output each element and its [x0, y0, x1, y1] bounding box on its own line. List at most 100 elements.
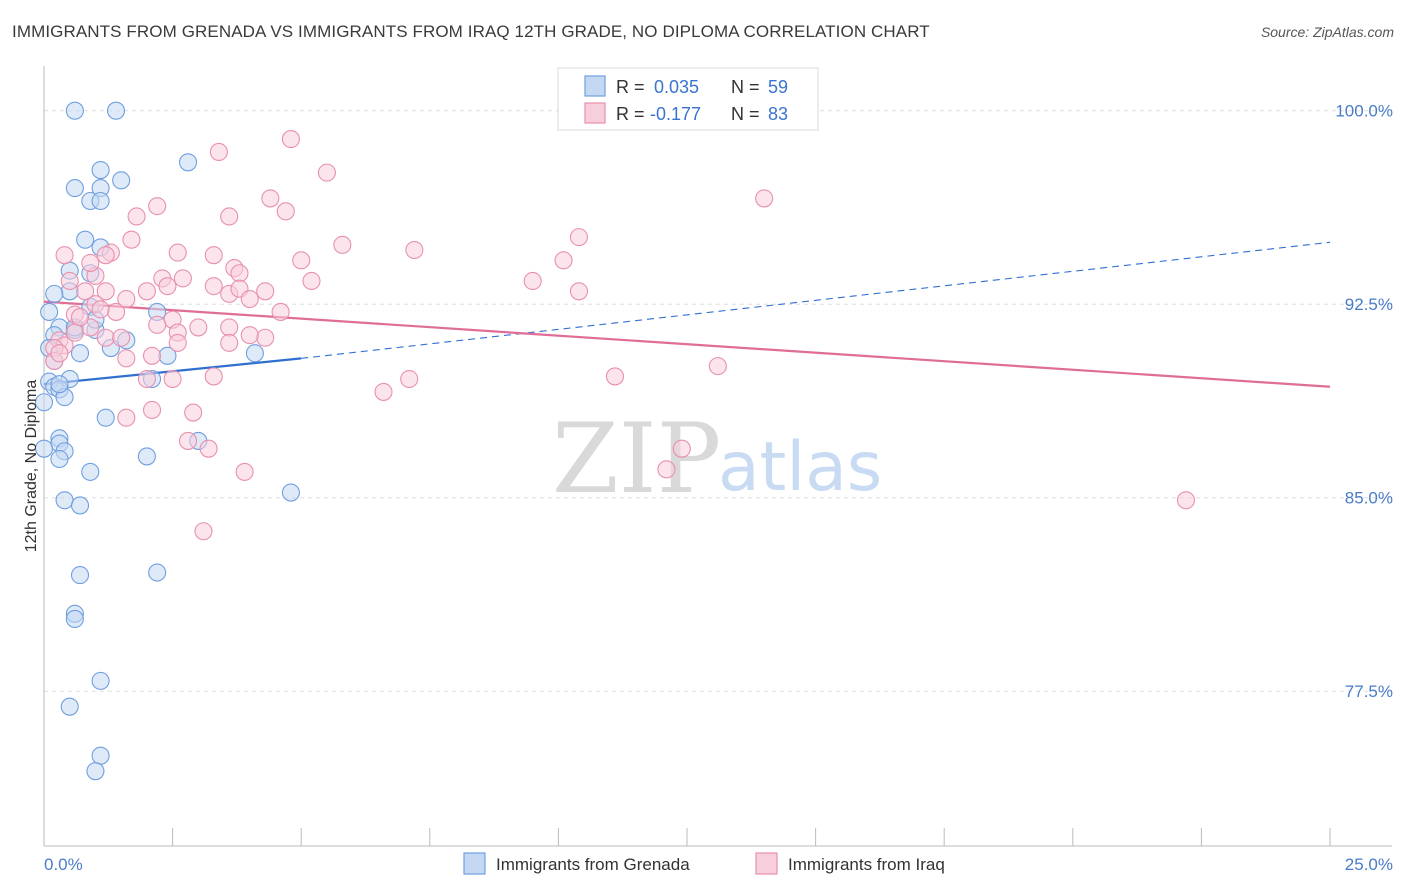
point-grenada — [91, 671, 110, 690]
point-grenada — [137, 447, 156, 466]
point-grenada — [70, 344, 90, 363]
point-grenada — [76, 230, 95, 249]
data-points — [34, 101, 1196, 781]
point-grenada — [40, 302, 59, 321]
y-tick-label: 100.0% — [1335, 102, 1393, 121]
legend-label-iraq: Immigrants from Iraq — [788, 855, 945, 874]
legend-swatch-iraq — [584, 102, 606, 124]
point-iraq — [657, 460, 676, 479]
point-iraq — [261, 189, 280, 208]
point-grenada — [50, 375, 69, 394]
point-iraq — [158, 277, 177, 296]
point-iraq — [55, 246, 74, 265]
legend-swatch-grenada — [463, 852, 486, 875]
point-iraq — [1176, 491, 1196, 510]
point-iraq — [127, 207, 146, 226]
point-iraq — [204, 367, 223, 386]
point-iraq — [112, 328, 131, 347]
point-iraq — [163, 369, 182, 389]
legend-label-grenada: Immigrants from Grenada — [496, 855, 690, 874]
point-grenada — [45, 284, 64, 303]
legend-n-label: N = — [731, 77, 760, 97]
point-iraq — [204, 277, 223, 296]
point-iraq — [178, 431, 198, 450]
point-iraq — [81, 253, 100, 272]
point-grenada — [148, 563, 167, 582]
point-grenada — [60, 697, 79, 716]
point-iraq — [220, 207, 239, 226]
point-iraq — [148, 197, 167, 216]
trend-line-grenada-extension — [301, 241, 1331, 359]
point-iraq — [256, 282, 275, 301]
x-tick-label: 0.0% — [44, 855, 83, 874]
point-grenada — [91, 160, 110, 180]
legend-n-value: 83 — [768, 104, 788, 124]
x-tick-labels: 0.0% 25.0% — [44, 855, 1393, 874]
point-iraq — [755, 189, 774, 208]
point-grenada — [281, 483, 300, 502]
point-iraq — [168, 243, 187, 262]
point-grenada — [55, 491, 74, 510]
point-grenada — [245, 344, 264, 363]
y-axis-label: 12th Grade, No Diploma — [23, 380, 40, 553]
point-iraq — [76, 282, 95, 301]
watermark-atlas: atlas — [718, 428, 882, 507]
legend-swatch-iraq — [755, 852, 778, 875]
point-iraq — [554, 251, 573, 270]
legend-r-label: R = — [616, 104, 645, 124]
point-iraq — [240, 326, 259, 345]
point-iraq — [148, 315, 167, 334]
point-grenada — [112, 171, 131, 190]
point-iraq — [96, 328, 115, 347]
point-iraq — [70, 308, 90, 327]
legend-r-value: 0.035 — [654, 77, 699, 97]
point-iraq — [302, 271, 321, 291]
point-iraq — [569, 228, 589, 247]
point-iraq — [400, 369, 419, 389]
point-iraq — [117, 349, 136, 368]
point-iraq — [91, 300, 110, 319]
point-iraq — [405, 240, 424, 260]
chart-title: IMMIGRANTS FROM GRENADA VS IMMIGRANTS FR… — [12, 22, 930, 41]
point-grenada — [70, 566, 90, 585]
point-iraq — [173, 269, 192, 288]
point-grenada — [50, 449, 69, 469]
point-iraq — [106, 302, 126, 321]
point-iraq — [240, 289, 259, 309]
x-tick-label: 25.0% — [1345, 855, 1393, 874]
point-iraq — [117, 289, 136, 309]
source-label: Source: ZipAtlas.com — [1260, 24, 1394, 40]
point-iraq — [281, 130, 300, 149]
watermark: ZIP atlas — [552, 403, 882, 515]
point-iraq — [168, 333, 187, 352]
point-iraq — [292, 251, 311, 270]
legend-swatch-grenada — [584, 75, 606, 97]
point-iraq — [142, 400, 162, 420]
stats-legend: R = 0.035 N = 59 R = -0.177 N = 83 — [557, 67, 819, 131]
point-grenada — [65, 101, 84, 120]
point-iraq — [194, 522, 213, 541]
point-grenada — [34, 439, 54, 458]
point-grenada — [65, 179, 84, 198]
point-iraq — [374, 382, 393, 401]
y-tick-label: 77.5% — [1345, 682, 1393, 701]
point-iraq — [708, 357, 727, 376]
point-iraq — [209, 142, 228, 162]
legend-r-label: R = — [616, 77, 645, 97]
point-iraq — [122, 230, 141, 249]
point-iraq — [96, 282, 115, 301]
point-iraq — [230, 264, 249, 283]
point-iraq — [220, 318, 239, 337]
point-grenada — [91, 746, 110, 765]
watermark-zip: ZIP — [552, 403, 721, 515]
point-grenada — [106, 101, 126, 120]
point-iraq — [60, 271, 79, 291]
point-iraq — [333, 235, 352, 254]
point-grenada — [91, 191, 110, 211]
point-iraq — [137, 282, 156, 301]
point-grenada — [178, 153, 198, 172]
point-iraq — [220, 333, 239, 352]
legend-r-value: -0.177 — [650, 104, 701, 124]
series-legend: Immigrants from Grenada Immigrants from … — [463, 852, 945, 875]
y-tick-label: 92.5% — [1345, 295, 1393, 314]
